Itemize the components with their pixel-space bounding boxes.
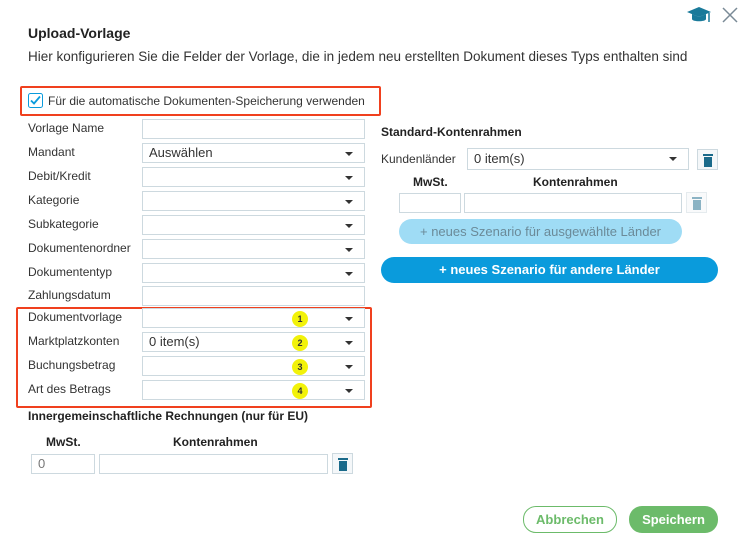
chevron-down-icon [345, 200, 353, 204]
std-delete-button[interactable] [686, 192, 707, 213]
std-mwst-header: MwSt. [413, 175, 448, 189]
subkategorie-select[interactable] [142, 215, 365, 235]
std-mwst-input[interactable] [399, 193, 461, 213]
trash-icon [702, 153, 713, 167]
trash-icon [337, 457, 348, 471]
debit-kredit-label: Debit/Kredit [28, 169, 91, 183]
mandant-value: Auswählen [149, 145, 213, 160]
chevron-down-icon [669, 157, 677, 161]
marktplatzkonten-value: 0 item(s) [149, 334, 200, 349]
dialog-title: Upload-Vorlage [28, 25, 131, 41]
kunden-value: 0 item(s) [474, 151, 525, 166]
checkbox-checked-icon[interactable] [28, 93, 43, 108]
eu-mwst-input[interactable]: 0 [31, 454, 95, 474]
mandant-label: Mandant [28, 145, 75, 159]
auto-save-label: Für die automatische Dokumenten-Speicher… [48, 93, 365, 108]
buchungsbetrag-select[interactable] [142, 356, 365, 376]
new-scenario-other-button[interactable]: + neues Szenario für andere Länder [381, 257, 718, 283]
chevron-down-icon [345, 389, 353, 393]
art-des-betrags-label: Art des Betrags [28, 382, 111, 396]
std-konten-header: Kontenrahmen [533, 175, 618, 189]
number-badge: 1 [292, 311, 308, 327]
close-icon[interactable] [722, 7, 738, 23]
zahlungsdatum-input[interactable] [142, 286, 365, 306]
number-badge: 4 [292, 383, 308, 399]
number-badge: 3 [292, 359, 308, 375]
graduation-cap-icon[interactable] [686, 6, 712, 26]
kunden-label: Kundenländer [381, 152, 456, 166]
chevron-down-icon [345, 152, 353, 156]
kunden-select[interactable]: 0 item(s) [467, 148, 689, 170]
trash-icon [691, 196, 702, 210]
chevron-down-icon [345, 272, 353, 276]
kunden-delete-button[interactable] [697, 149, 718, 170]
chevron-down-icon [345, 365, 353, 369]
marktplatzkonten-label: Marktplatzkonten [28, 334, 120, 348]
kategorie-select[interactable] [142, 191, 365, 211]
vorlage-name-input[interactable] [142, 119, 365, 139]
highlight-box-autosave [20, 86, 381, 116]
standard-title: Standard-Kontenrahmen [381, 125, 522, 139]
zahlungsdatum-label: Zahlungsdatum [28, 288, 111, 302]
marktplatzkonten-select[interactable]: 0 item(s) [142, 332, 365, 352]
chevron-down-icon [345, 224, 353, 228]
chevron-down-icon [345, 341, 353, 345]
number-badge: 2 [292, 335, 308, 351]
auto-save-checkbox[interactable]: Für die automatische Dokumenten-Speicher… [28, 93, 365, 108]
dokumententyp-select[interactable] [142, 263, 365, 283]
dialog-subtitle: Hier konfigurieren Sie die Felder der Vo… [28, 49, 688, 64]
eu-konten-header: Kontenrahmen [173, 435, 258, 449]
art-des-betrags-select[interactable] [142, 380, 365, 400]
new-scenario-selected-button[interactable]: + neues Szenario für ausgewählte Länder [399, 219, 682, 244]
dokumententyp-label: Dokumententyp [28, 265, 113, 279]
eu-delete-button[interactable] [332, 453, 353, 474]
eu-title: Innergemeinschaftliche Rechnungen (nur f… [28, 409, 309, 423]
save-button[interactable]: Speichern [629, 506, 718, 533]
debit-kredit-select[interactable] [142, 167, 365, 187]
chevron-down-icon [345, 176, 353, 180]
dokumentenordner-select[interactable] [142, 239, 365, 259]
eu-konten-input[interactable] [99, 454, 328, 474]
std-konten-input[interactable] [464, 193, 682, 213]
vorlage-name-label: Vorlage Name [28, 121, 105, 135]
eu-mwst-header: MwSt. [46, 435, 81, 449]
chevron-down-icon [345, 317, 353, 321]
kategorie-label: Kategorie [28, 193, 80, 207]
cancel-button[interactable]: Abbrechen [523, 506, 617, 533]
buchungsbetrag-label: Buchungsbetrag [28, 358, 116, 372]
mandant-select[interactable]: Auswählen [142, 143, 365, 163]
dokumentvorlage-select[interactable] [142, 308, 365, 328]
dokumentvorlage-label: Dokumentvorlage [28, 310, 123, 324]
subkategorie-label: Subkategorie [28, 217, 99, 231]
dokumentenordner-label: Dokumentenordner [28, 241, 131, 255]
chevron-down-icon [345, 248, 353, 252]
